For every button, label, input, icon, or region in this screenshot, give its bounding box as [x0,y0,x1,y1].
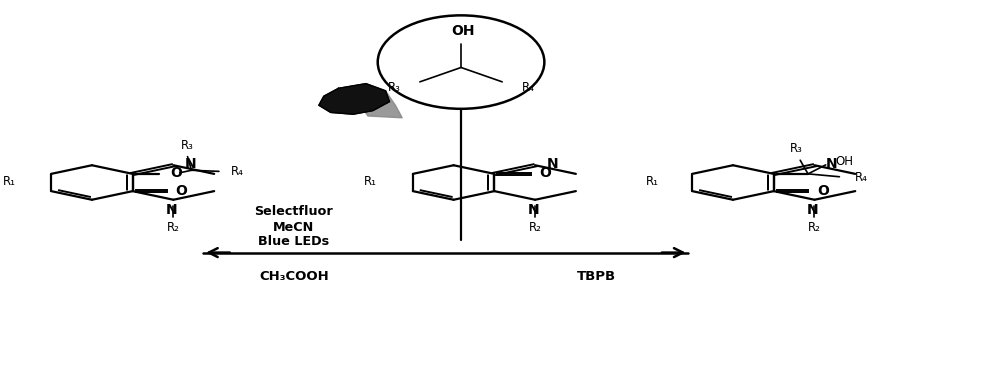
Text: R₁: R₁ [364,175,377,188]
Text: CH₃COOH: CH₃COOH [259,270,329,283]
Text: O: O [817,184,829,198]
Text: Selectfluor: Selectfluor [255,205,333,218]
Text: O: O [170,166,182,180]
Text: O: O [176,184,188,198]
Text: N: N [185,157,197,171]
Text: R₂: R₂ [529,221,542,234]
Text: N: N [527,203,539,217]
Text: R₄: R₄ [231,165,244,178]
Text: N: N [166,203,177,217]
Text: R₁: R₁ [2,175,15,188]
Text: R₂: R₂ [808,221,821,234]
Text: TBPB: TBPB [577,270,616,283]
Text: R₂: R₂ [167,221,180,234]
Text: R₃: R₃ [790,142,803,155]
Text: R₃: R₃ [387,81,400,94]
Text: MeCN: MeCN [273,220,315,234]
Text: N: N [807,203,818,217]
Polygon shape [319,84,389,114]
Text: R₄: R₄ [855,171,868,184]
Text: OH: OH [835,155,853,168]
Text: N: N [547,157,559,171]
Text: R₄: R₄ [522,81,535,94]
Text: O: O [539,166,551,180]
Text: OH: OH [451,24,475,38]
Polygon shape [350,90,402,118]
Text: R₁: R₁ [645,175,658,188]
Text: R₃: R₃ [181,139,194,152]
Text: N: N [826,157,838,171]
Text: Blue LEDs: Blue LEDs [258,235,329,248]
